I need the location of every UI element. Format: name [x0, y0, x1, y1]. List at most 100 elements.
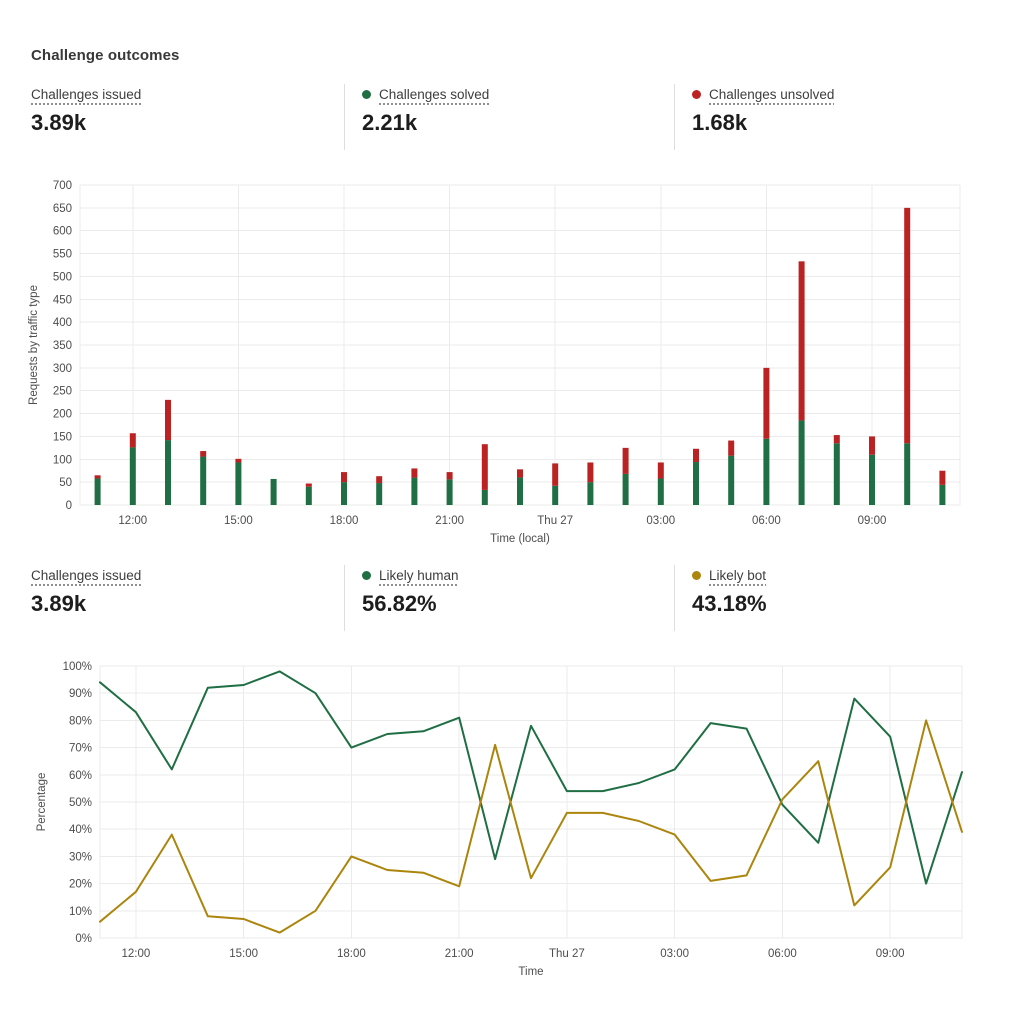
- y-axis-tick-label: 400: [53, 317, 72, 329]
- x-axis-tick-label: Thu 27: [549, 948, 585, 960]
- y-axis-title: Requests by traffic type: [28, 285, 40, 405]
- x-axis-title: Time (local): [490, 533, 550, 545]
- stat-value-challenges-unsolved: 1.68k: [692, 110, 748, 135]
- bar-segment-challenges-solved[interactable]: [939, 484, 946, 505]
- x-axis-tick-label: 03:00: [646, 515, 675, 527]
- bar-segment-challenges-solved[interactable]: [517, 477, 523, 505]
- bar-segment-challenges-solved[interactable]: [833, 443, 840, 505]
- y-axis-tick-label: 80%: [69, 715, 92, 727]
- x-axis-tick-label: 09:00: [858, 515, 887, 527]
- bar-segment-challenges-solved[interactable]: [94, 478, 101, 505]
- stat-likely-bot: Likely bot 43.18%: [692, 567, 767, 617]
- stat-label-likely-human[interactable]: Likely human: [379, 568, 459, 583]
- stat-divider: [674, 565, 675, 631]
- stat-label-likely-bot[interactable]: Likely bot: [709, 568, 767, 583]
- bar-segment-challenges-solved[interactable]: [305, 486, 312, 505]
- bar-segment-challenges-unsolved[interactable]: [763, 367, 770, 439]
- bar-segment-challenges-solved[interactable]: [904, 443, 911, 505]
- bar-segment-challenges-solved[interactable]: [376, 483, 383, 505]
- bar-segment-challenges-unsolved[interactable]: [446, 472, 453, 480]
- x-axis-tick-label: 18:00: [330, 515, 359, 527]
- bar-segment-challenges-unsolved[interactable]: [305, 483, 312, 487]
- bar-segment-challenges-solved[interactable]: [798, 420, 805, 505]
- bar-segment-challenges-solved[interactable]: [446, 479, 453, 505]
- bar-segment-challenges-solved[interactable]: [411, 477, 418, 505]
- bar-segment-challenges-unsolved[interactable]: [869, 436, 875, 455]
- bar-segment-challenges-solved[interactable]: [270, 478, 277, 505]
- y-axis-tick-label: 30%: [69, 851, 92, 863]
- y-axis-tick-label: 350: [53, 340, 72, 352]
- line-likely-bot[interactable]: [99, 719, 963, 934]
- bar-segment-challenges-unsolved[interactable]: [587, 462, 594, 483]
- bar-segment-challenges-solved[interactable]: [552, 485, 559, 505]
- bar-segment-challenges-solved[interactable]: [622, 473, 629, 505]
- bar-segment-challenges-unsolved[interactable]: [129, 433, 136, 448]
- stats-row-challenge-outcomes: Challenges issued 3.89k Challenges solve…: [0, 84, 1020, 152]
- x-axis-tick-label: 21:00: [435, 515, 464, 527]
- bar-segment-challenges-unsolved[interactable]: [235, 458, 242, 463]
- y-axis-tick-label: 200: [53, 409, 72, 421]
- bar-segment-challenges-unsolved[interactable]: [411, 468, 418, 478]
- y-axis-tick-label: 650: [53, 203, 72, 215]
- bar-segment-challenges-solved[interactable]: [869, 454, 875, 505]
- stat-value-challenges-solved: 2.21k: [362, 110, 418, 135]
- bar-segment-challenges-unsolved[interactable]: [94, 475, 101, 479]
- bar-segment-challenges-unsolved[interactable]: [517, 469, 523, 478]
- y-axis-tick-label: 100: [53, 454, 72, 466]
- x-axis-tick-label: 15:00: [229, 948, 258, 960]
- bar-segment-challenges-unsolved[interactable]: [728, 440, 735, 456]
- requests-by-traffic-type-bar-chart[interactable]: 0 50 100 150 200 250 300 350 400 450 500 550 600 650 7…: [0, 170, 1020, 555]
- bar-segment-challenges-solved[interactable]: [763, 438, 770, 505]
- bar-segment-challenges-unsolved[interactable]: [798, 261, 805, 421]
- x-axis-tick-label: 12:00: [122, 948, 151, 960]
- bar-segment-challenges-solved[interactable]: [693, 462, 699, 505]
- human-vs-bot-percentage-line-chart[interactable]: 0% 10% 20% 30% 40% 50% 60% 70% 80% 90% 100% 12:00 15…: [0, 650, 1020, 990]
- bar-segment-challenges-solved[interactable]: [728, 455, 735, 505]
- y-axis-tick-label: 500: [53, 271, 72, 283]
- bar-segment-challenges-unsolved[interactable]: [200, 451, 207, 457]
- bar-segment-challenges-solved[interactable]: [129, 447, 136, 505]
- x-axis-title: Time: [518, 966, 543, 978]
- y-axis-tick-label: 250: [53, 386, 72, 398]
- stat-label-challenges-issued-2[interactable]: Challenges issued: [31, 568, 142, 583]
- bar-segment-challenges-unsolved[interactable]: [657, 462, 664, 479]
- stat-divider: [674, 84, 675, 150]
- x-axis-tick-label: 06:00: [768, 948, 797, 960]
- bar-segment-challenges-unsolved[interactable]: [939, 470, 946, 485]
- bar-segment-challenges-unsolved[interactable]: [341, 472, 347, 483]
- stat-label-challenges-solved[interactable]: Challenges solved: [379, 87, 490, 102]
- stat-label-challenges-unsolved[interactable]: Challenges unsolved: [709, 87, 835, 102]
- bar-segment-challenges-unsolved[interactable]: [481, 444, 488, 490]
- stats-row-traffic-classification: Challenges issued 3.89k Likely human 56.…: [0, 565, 1020, 633]
- bar-segment-challenges-unsolved[interactable]: [622, 447, 629, 474]
- stat-challenges-solved: Challenges solved 2.21k: [362, 86, 489, 136]
- stat-label-challenges-issued[interactable]: Challenges issued: [31, 87, 142, 102]
- bar-segment-challenges-unsolved[interactable]: [552, 463, 559, 486]
- y-axis-tick-label: 50: [59, 477, 72, 489]
- bar-segment-challenges-solved[interactable]: [341, 482, 347, 505]
- stat-value-likely-bot: 43.18%: [692, 591, 767, 616]
- bar-segment-challenges-solved[interactable]: [165, 440, 171, 505]
- x-axis-tick-label: 18:00: [337, 948, 366, 960]
- bar-segment-challenges-unsolved[interactable]: [833, 435, 840, 444]
- bar-segment-challenges-unsolved[interactable]: [904, 207, 911, 444]
- bar-segment-challenges-solved[interactable]: [481, 489, 488, 505]
- bar-segment-challenges-solved[interactable]: [200, 456, 207, 505]
- bar-segment-challenges-unsolved[interactable]: [693, 448, 699, 463]
- y-axis-tick-label: 100%: [63, 661, 92, 673]
- bar-segment-challenges-unsolved[interactable]: [165, 399, 171, 441]
- y-axis-tick-label: 70%: [69, 743, 92, 755]
- stat-value-likely-human: 56.82%: [362, 591, 437, 616]
- stat-divider: [344, 84, 345, 150]
- bar-segment-challenges-unsolved[interactable]: [376, 476, 383, 484]
- stat-value-challenges-issued-2: 3.89k: [31, 591, 87, 616]
- bar-segment-challenges-solved[interactable]: [587, 482, 594, 505]
- bar-segment-challenges-solved[interactable]: [235, 462, 242, 505]
- line-likely-human[interactable]: [99, 670, 963, 885]
- y-axis-tick-label: 20%: [69, 879, 92, 891]
- bar-segment-challenges-solved[interactable]: [657, 478, 664, 505]
- y-axis-tick-label: 700: [53, 180, 72, 192]
- x-axis-tick-label: Thu 27: [537, 515, 573, 527]
- y-axis-tick-label: 600: [53, 226, 72, 238]
